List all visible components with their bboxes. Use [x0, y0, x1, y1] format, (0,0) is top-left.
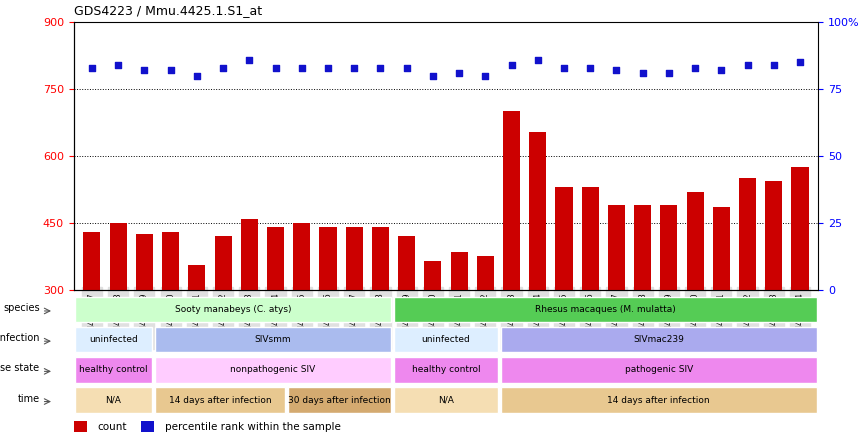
- Bar: [687, 192, 704, 290]
- Text: 30 days after infection: 30 days after infection: [288, 396, 391, 404]
- Point: [662, 70, 675, 77]
- Bar: [155, 387, 285, 413]
- Bar: [294, 223, 310, 290]
- Point: [767, 61, 781, 68]
- Bar: [713, 207, 730, 290]
- Bar: [661, 205, 677, 290]
- Text: Rhesus macaques (M. mulatta): Rhesus macaques (M. mulatta): [535, 305, 676, 314]
- Point: [294, 64, 308, 71]
- Bar: [155, 327, 391, 353]
- Bar: [394, 297, 817, 322]
- Point: [714, 67, 728, 74]
- Text: disease state: disease state: [0, 363, 40, 373]
- Text: nonpathogenic SIV: nonpathogenic SIV: [230, 365, 316, 374]
- Bar: [267, 227, 284, 290]
- Point: [505, 61, 519, 68]
- Text: N/A: N/A: [106, 396, 121, 404]
- Text: uninfected: uninfected: [422, 335, 470, 344]
- Bar: [346, 227, 363, 290]
- Text: count: count: [98, 422, 127, 432]
- Point: [190, 72, 204, 79]
- Point: [452, 70, 466, 77]
- Text: SIVmac239: SIVmac239: [633, 335, 684, 344]
- Bar: [74, 421, 87, 432]
- Bar: [501, 357, 817, 383]
- Bar: [394, 387, 498, 413]
- Bar: [792, 167, 809, 290]
- Text: SIVsmm: SIVsmm: [255, 335, 292, 344]
- Text: 14 days after infection: 14 days after infection: [607, 396, 710, 404]
- Bar: [477, 257, 494, 290]
- Point: [793, 59, 807, 66]
- Point: [373, 64, 387, 71]
- Point: [111, 61, 125, 68]
- Bar: [288, 387, 391, 413]
- Text: pathogenic SIV: pathogenic SIV: [624, 365, 693, 374]
- Point: [478, 72, 492, 79]
- Bar: [555, 187, 572, 290]
- Bar: [394, 327, 498, 353]
- Point: [242, 56, 256, 63]
- Bar: [110, 223, 126, 290]
- Point: [164, 67, 178, 74]
- Text: 14 days after infection: 14 days after infection: [169, 396, 271, 404]
- Point: [557, 64, 571, 71]
- Bar: [503, 111, 520, 290]
- Point: [216, 64, 230, 71]
- Bar: [450, 252, 468, 290]
- Point: [531, 56, 545, 63]
- Bar: [582, 187, 598, 290]
- Point: [347, 64, 361, 71]
- Bar: [188, 266, 205, 290]
- Text: infection: infection: [0, 333, 40, 343]
- Bar: [501, 327, 817, 353]
- Text: species: species: [3, 303, 40, 313]
- Point: [740, 61, 754, 68]
- Point: [268, 64, 282, 71]
- Bar: [372, 227, 389, 290]
- Text: GDS4223 / Mmu.4425.1.S1_at: GDS4223 / Mmu.4425.1.S1_at: [74, 4, 262, 17]
- Text: N/A: N/A: [438, 396, 454, 404]
- Bar: [155, 357, 391, 383]
- Point: [636, 70, 650, 77]
- Bar: [75, 357, 152, 383]
- Text: healthy control: healthy control: [411, 365, 481, 374]
- Point: [400, 64, 414, 71]
- Bar: [215, 236, 231, 290]
- Bar: [608, 205, 625, 290]
- Bar: [75, 387, 152, 413]
- Point: [688, 64, 702, 71]
- Bar: [394, 357, 498, 383]
- Bar: [501, 387, 817, 413]
- Bar: [529, 131, 546, 290]
- Point: [85, 64, 99, 71]
- Text: Sooty manabeys (C. atys): Sooty manabeys (C. atys): [175, 305, 292, 314]
- Point: [610, 67, 624, 74]
- Bar: [136, 234, 153, 290]
- Bar: [140, 421, 153, 432]
- Point: [321, 64, 335, 71]
- Text: time: time: [17, 393, 40, 404]
- Bar: [320, 227, 337, 290]
- Bar: [398, 236, 415, 290]
- Text: uninfected: uninfected: [89, 335, 138, 344]
- Bar: [83, 232, 100, 290]
- Bar: [75, 327, 152, 353]
- Bar: [739, 178, 756, 290]
- Text: percentile rank within the sample: percentile rank within the sample: [165, 422, 340, 432]
- Bar: [766, 181, 782, 290]
- Point: [138, 67, 152, 74]
- Bar: [162, 232, 179, 290]
- Bar: [424, 261, 442, 290]
- Point: [426, 72, 440, 79]
- Text: healthy control: healthy control: [79, 365, 148, 374]
- Bar: [75, 297, 391, 322]
- Point: [584, 64, 598, 71]
- Bar: [634, 205, 651, 290]
- Bar: [241, 218, 258, 290]
